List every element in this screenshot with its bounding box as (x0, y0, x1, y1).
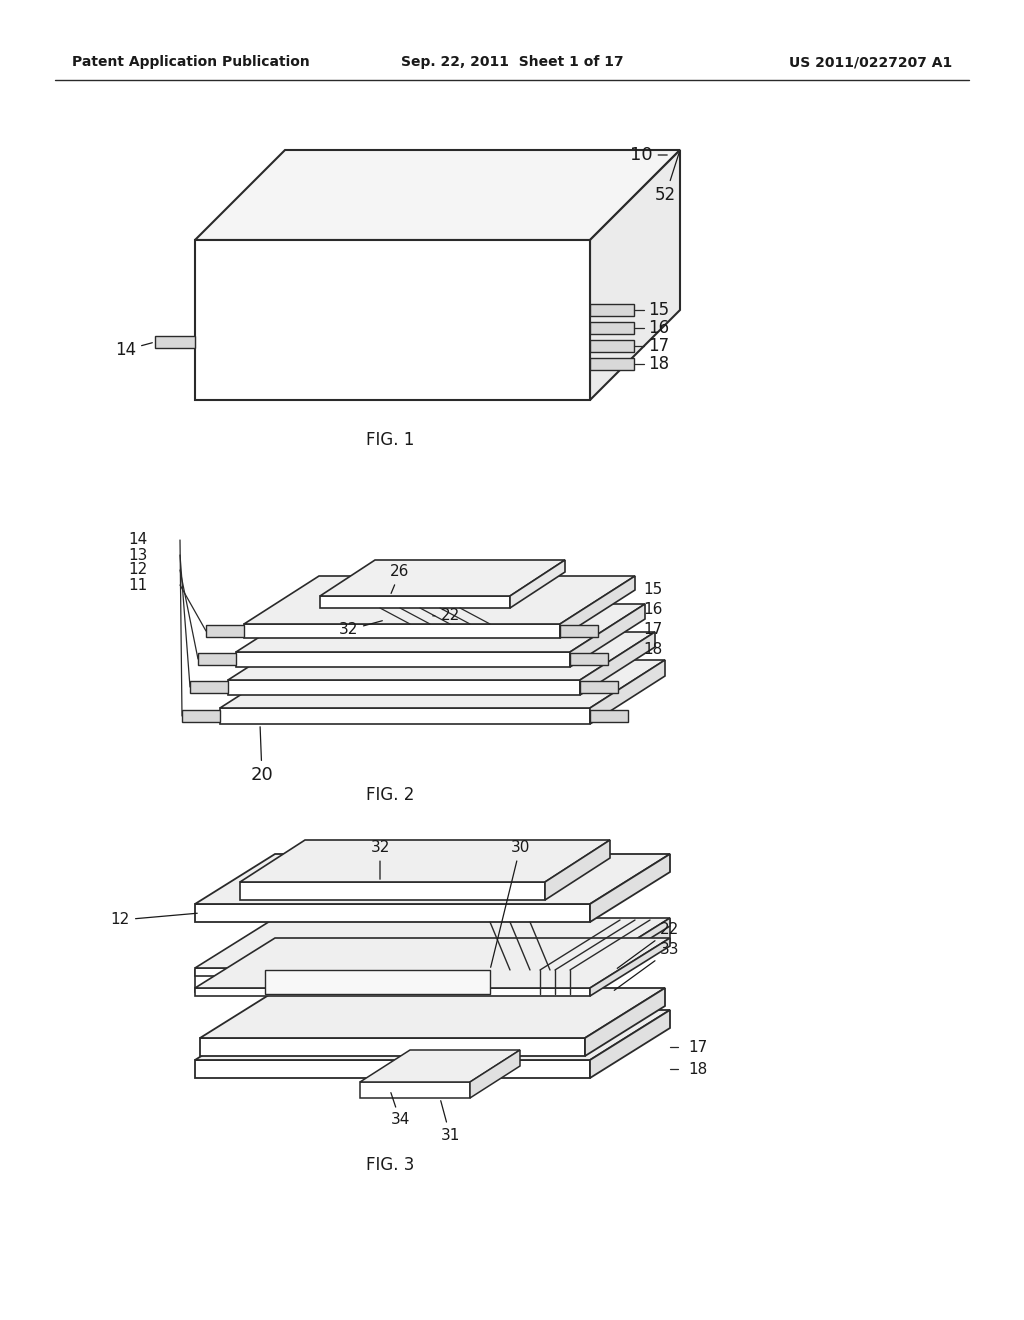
Text: 12: 12 (129, 562, 148, 578)
Polygon shape (590, 710, 628, 722)
Text: 14: 14 (129, 532, 148, 548)
Polygon shape (195, 917, 670, 968)
Polygon shape (195, 150, 680, 240)
Polygon shape (510, 560, 565, 609)
Polygon shape (590, 322, 634, 334)
Polygon shape (590, 917, 670, 975)
Polygon shape (585, 987, 665, 1056)
Polygon shape (265, 970, 490, 994)
Text: 32: 32 (371, 841, 390, 879)
Text: 16: 16 (648, 319, 669, 337)
Polygon shape (580, 632, 655, 696)
Text: 16: 16 (643, 602, 663, 618)
Text: 15: 15 (648, 301, 669, 319)
Text: 30: 30 (490, 841, 529, 968)
Text: 52: 52 (655, 153, 679, 205)
Polygon shape (590, 358, 634, 370)
Polygon shape (260, 920, 340, 993)
Text: 34: 34 (390, 1093, 410, 1127)
Polygon shape (490, 970, 590, 993)
Polygon shape (490, 920, 670, 970)
Text: 17: 17 (688, 1040, 708, 1055)
Polygon shape (545, 840, 610, 900)
Polygon shape (195, 904, 590, 921)
Polygon shape (590, 304, 634, 315)
Polygon shape (195, 854, 670, 904)
Polygon shape (228, 680, 580, 696)
Text: 12: 12 (111, 912, 198, 928)
Text: 20: 20 (251, 727, 273, 784)
Polygon shape (195, 1060, 590, 1078)
Polygon shape (570, 653, 608, 665)
Text: 13: 13 (129, 548, 148, 562)
Text: FIG. 1: FIG. 1 (366, 432, 414, 449)
Text: 17: 17 (643, 623, 663, 638)
Polygon shape (360, 1049, 520, 1082)
Polygon shape (360, 1082, 470, 1098)
Polygon shape (590, 939, 670, 997)
Polygon shape (240, 882, 545, 900)
Text: Sep. 22, 2011  Sheet 1 of 17: Sep. 22, 2011 Sheet 1 of 17 (400, 55, 624, 69)
Polygon shape (155, 337, 195, 348)
Polygon shape (190, 681, 228, 693)
Polygon shape (319, 560, 565, 597)
Text: 14: 14 (115, 341, 153, 359)
Text: 18: 18 (648, 355, 669, 374)
Text: FIG. 3: FIG. 3 (366, 1156, 414, 1173)
Text: 11: 11 (129, 578, 148, 593)
Polygon shape (590, 920, 670, 993)
Polygon shape (590, 854, 670, 921)
Text: 22: 22 (433, 607, 460, 623)
Polygon shape (195, 240, 590, 400)
Polygon shape (240, 840, 610, 882)
Polygon shape (244, 624, 560, 638)
Polygon shape (590, 660, 665, 723)
Polygon shape (470, 1049, 520, 1098)
Text: 26: 26 (390, 565, 410, 594)
Polygon shape (195, 987, 590, 997)
Polygon shape (220, 660, 665, 708)
Polygon shape (206, 624, 244, 638)
Polygon shape (560, 576, 635, 638)
Polygon shape (590, 1010, 670, 1078)
Text: 18: 18 (688, 1061, 708, 1077)
Text: FIG. 2: FIG. 2 (366, 785, 414, 804)
Polygon shape (182, 710, 220, 722)
Polygon shape (580, 681, 618, 693)
Text: 22: 22 (617, 923, 679, 969)
Polygon shape (570, 605, 645, 667)
Polygon shape (236, 605, 645, 652)
Polygon shape (590, 150, 680, 400)
Polygon shape (195, 970, 260, 993)
Text: 32: 32 (339, 620, 382, 638)
Polygon shape (319, 597, 510, 609)
Polygon shape (200, 1038, 585, 1056)
Polygon shape (228, 632, 655, 680)
Text: 18: 18 (643, 643, 663, 657)
Polygon shape (198, 653, 236, 665)
Text: US 2011/0227207 A1: US 2011/0227207 A1 (788, 55, 952, 69)
Polygon shape (220, 708, 590, 723)
Polygon shape (560, 624, 598, 638)
Text: 31: 31 (440, 1101, 460, 1143)
Polygon shape (195, 939, 670, 987)
Polygon shape (195, 1010, 670, 1060)
Polygon shape (244, 576, 635, 624)
Polygon shape (195, 968, 590, 975)
Polygon shape (236, 652, 570, 667)
Polygon shape (590, 341, 634, 352)
Polygon shape (195, 920, 340, 970)
Text: 33: 33 (614, 942, 680, 990)
Text: 10: 10 (630, 147, 668, 164)
Text: Patent Application Publication: Patent Application Publication (72, 55, 309, 69)
Polygon shape (200, 987, 665, 1038)
Text: 15: 15 (643, 582, 663, 598)
Text: 17: 17 (648, 337, 669, 355)
